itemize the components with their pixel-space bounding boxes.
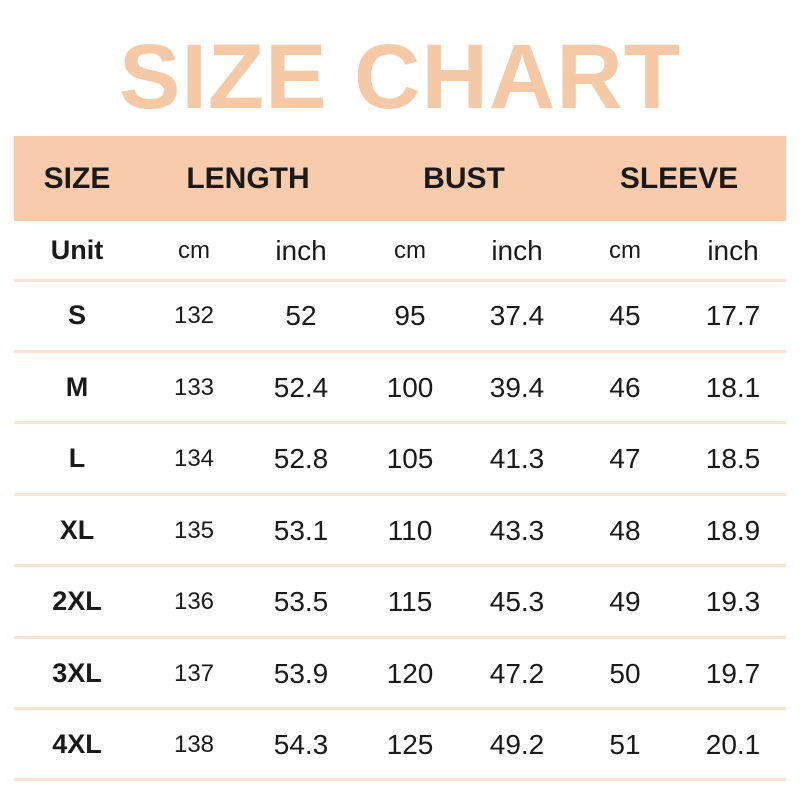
- value-cell: 50: [609, 657, 641, 689]
- value-cell: 54.3: [273, 729, 329, 760]
- value-cell: 48: [609, 514, 641, 546]
- value-cell: 52: [285, 300, 317, 331]
- value-cell: 47: [609, 443, 641, 474]
- table-row: 4XL 138 54.3 125 49.2 51 20.1: [0, 709, 800, 780]
- value-cell: inch: [707, 235, 759, 266]
- value-cell: 39.4: [489, 371, 545, 403]
- value-cell: 18.5: [705, 443, 761, 474]
- row-divider: [14, 707, 786, 710]
- value-cell: 95: [394, 300, 426, 331]
- size-cell: S: [67, 300, 87, 330]
- header-bust: BUST: [423, 162, 505, 195]
- value-cell: 120: [386, 657, 434, 689]
- value-cell: 137: [173, 659, 215, 687]
- size-cell: M: [65, 371, 89, 402]
- size-cell: Unit: [50, 235, 104, 265]
- value-cell: 41.3: [489, 443, 545, 474]
- value-cell: 53.9: [273, 657, 329, 689]
- value-cell: 51: [609, 729, 641, 760]
- table-row: 2XL 136 53.5 115 45.3 49 19.3: [0, 566, 800, 637]
- size-cell: XL: [59, 514, 95, 545]
- value-cell: 110: [387, 514, 433, 546]
- row-divider: [14, 421, 786, 424]
- value-cell: 105: [386, 443, 434, 474]
- value-cell: inch: [275, 235, 327, 266]
- row-divider: [14, 778, 786, 781]
- size-cell: 2XL: [52, 586, 102, 616]
- value-cell: 18.9: [705, 514, 761, 546]
- page-title: SIZE CHART: [119, 26, 681, 128]
- header-sleeve: SLEEVE: [619, 162, 739, 195]
- value-cell: 20.1: [705, 729, 761, 760]
- header-length: LENGTH: [186, 162, 310, 195]
- value-cell: 53.5: [273, 586, 329, 617]
- value-cell: 100: [386, 371, 434, 403]
- value-cell: 46: [609, 371, 641, 403]
- value-cell: 45: [609, 300, 641, 331]
- value-cell: cm: [609, 237, 641, 264]
- table-header-band: [14, 136, 786, 221]
- value-cell: 19.7: [705, 657, 761, 689]
- table-row: S 132 52 95 37.4 45 17.7: [0, 280, 800, 351]
- value-cell: 19.3: [705, 586, 761, 617]
- value-cell: 136: [173, 588, 215, 615]
- value-cell: 134: [173, 445, 215, 472]
- header-size: SIZE: [43, 162, 111, 195]
- row-divider: [14, 564, 786, 567]
- size-cell: 4XL: [52, 729, 102, 759]
- value-cell: 52.8: [273, 443, 329, 474]
- value-cell: 133: [173, 373, 215, 401]
- value-cell: 49.2: [489, 729, 545, 760]
- value-cell: 49: [609, 586, 641, 617]
- value-cell: 138: [173, 731, 215, 758]
- value-cell: cm: [178, 237, 210, 264]
- value-cell: 52.4: [273, 371, 329, 403]
- row-divider: [14, 350, 786, 353]
- value-cell: 115: [387, 586, 433, 617]
- unit-row: Unit cm inch cm inch cm inch: [0, 215, 800, 286]
- size-cell: 3XL: [52, 657, 102, 688]
- row-divider: [14, 636, 786, 639]
- table-row: M 133 52.4 100 39.4 46 18.1: [0, 352, 800, 423]
- value-cell: 17.7: [705, 300, 761, 331]
- table-row: 3XL 137 53.9 120 47.2 50 19.7: [0, 638, 800, 709]
- value-cell: 18.1: [705, 371, 761, 403]
- value-cell: inch: [491, 235, 543, 266]
- value-cell: 43.3: [489, 514, 545, 546]
- value-cell: 53.1: [273, 514, 329, 546]
- value-cell: cm: [394, 237, 426, 264]
- value-cell: 125: [386, 729, 434, 760]
- table-row: L 134 52.8 105 41.3 47 18.5: [0, 423, 800, 494]
- table-row: XL 135 53.1 110 43.3 48 18.9: [0, 495, 800, 566]
- value-cell: 132: [173, 302, 215, 329]
- row-divider: [14, 493, 786, 496]
- value-cell: 135: [173, 516, 215, 544]
- value-cell: 37.4: [489, 300, 545, 331]
- size-cell: L: [68, 443, 86, 473]
- value-cell: 47.2: [489, 657, 545, 689]
- value-cell: 45.3: [489, 586, 545, 617]
- row-divider: [14, 279, 786, 282]
